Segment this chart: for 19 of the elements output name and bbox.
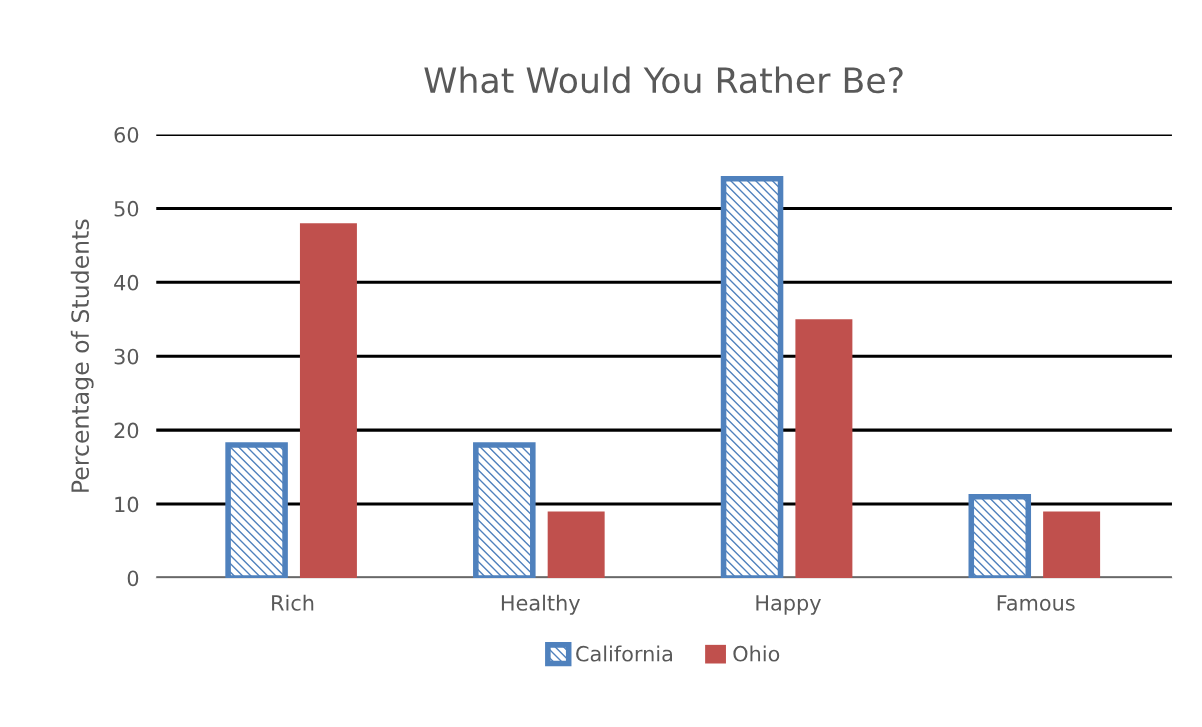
- legend-label: Ohio: [733, 645, 780, 662]
- y-tick-label: 60: [114, 126, 139, 143]
- chart-title: What Would You Rather Be?: [424, 66, 903, 94]
- x-tick-label: Healthy: [501, 594, 580, 615]
- y-tick-label: 10: [115, 496, 139, 513]
- y-tick-label: 40: [114, 274, 139, 291]
- bar: [1043, 511, 1101, 578]
- x-tick-label: Happy: [756, 595, 821, 615]
- x-tick-label: Famous: [997, 595, 1075, 611]
- y-tick-label: 30: [114, 348, 139, 365]
- bar: [547, 511, 605, 578]
- bar: [795, 319, 853, 578]
- y-tick-label: 50: [114, 200, 139, 217]
- y-axis-title: Percentage of Students: [70, 219, 94, 492]
- legend-label: California: [576, 645, 672, 662]
- y-tick-label: 20: [114, 422, 139, 439]
- x-tick-label: Rich: [272, 594, 314, 611]
- y-tick-label: 0: [127, 570, 139, 587]
- bar: [299, 223, 357, 578]
